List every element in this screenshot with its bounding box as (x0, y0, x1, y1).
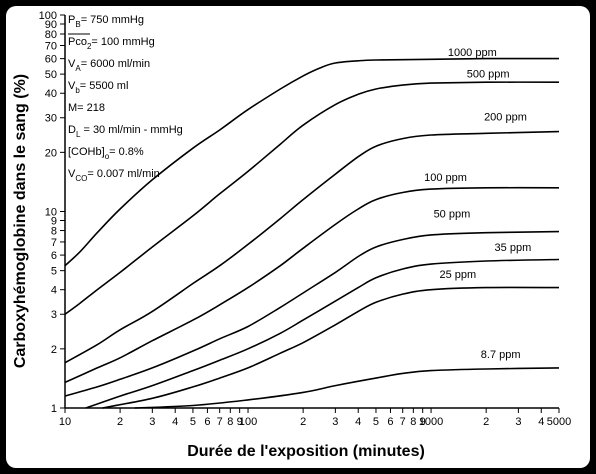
y-tick-label: 2 (51, 344, 57, 356)
series-line-8-7-ppm (134, 367, 560, 409)
x-tick-label: 9 (237, 416, 243, 428)
x-tick-label: 8 (227, 416, 233, 428)
y-tick-label: 100 (39, 10, 57, 22)
y-tick-label: 9 (51, 215, 57, 227)
y-tick-label: 6 (51, 250, 57, 262)
series-label: 200 ppm (484, 112, 527, 124)
y-tick-label: 70 (45, 40, 57, 52)
x-tick-label: 3 (332, 416, 338, 428)
x-tick-label: 4 (538, 416, 544, 428)
y-tick-label: 90 (45, 19, 57, 31)
x-tick-label: 1000 (419, 416, 443, 428)
x-tick-label: 8 (410, 416, 416, 428)
y-tick-label: 20 (45, 147, 57, 159)
series-label: 35 ppm (495, 242, 532, 254)
y-tick-label: 7 (51, 237, 57, 249)
series-line-50-ppm (64, 230, 560, 397)
y-tick-label: 3 (51, 309, 57, 321)
x-tick-label: 2 (117, 416, 123, 428)
x-tick-label: 4 (172, 416, 178, 428)
y-tick-label: 80 (45, 29, 57, 41)
parameter-line: PB= 750 mmHg (68, 14, 144, 29)
series-line-200-ppm (64, 130, 560, 364)
chart-frame: PB= 750 mmHg Pco2= 100 mmHg VA= 6000 ml/mi… (6, 6, 590, 468)
parameter-line: Pco2= 100 mmHg (68, 36, 155, 51)
x-tick-label: 6 (204, 416, 210, 428)
parameter-line: [COHb]o= 0.8% (68, 146, 144, 161)
series-label: 1000 ppm (448, 47, 497, 59)
series-line-25-ppm (102, 286, 560, 409)
parameter-line: M= 218 (68, 102, 105, 114)
parameter-line: DL = 30 ml/min - mmHg (68, 124, 183, 139)
series-label: 8.7 ppm (481, 349, 521, 361)
series-line-100-ppm (64, 186, 560, 384)
x-tick-label: 10 (59, 416, 71, 428)
y-tick-label: 1 (51, 403, 57, 415)
series-group (64, 57, 560, 409)
series-label: 50 ppm (434, 209, 471, 221)
x-tick-label: 4 (355, 416, 361, 428)
series-line-1000-ppm (64, 57, 560, 267)
series-labels-group: 1000 ppm 500 ppm 200 ppm 100 ppm 50 ppm 35 pp… (424, 47, 531, 361)
x-tick-label: 9 (420, 416, 426, 428)
chart-svg: PB= 750 mmHg Pco2= 100 mmHg VA= 6000 ml/mi… (12, 10, 572, 460)
x-tick-label: 3 (515, 416, 521, 428)
series-label: 25 ppm (439, 269, 476, 281)
x-axis-title: Durée de l'exposition (minutes) (187, 443, 425, 460)
x-tick-label: 7 (400, 416, 406, 428)
x-tick-label: 6 (387, 416, 393, 428)
x-tick-label: 5 (373, 416, 379, 428)
series-label: 100 ppm (424, 172, 467, 184)
y-tick-label: 50 (45, 69, 57, 81)
y-tick-label: 5 (51, 266, 57, 278)
series-line-500-ppm (64, 81, 560, 315)
y-tick-label: 8 (51, 226, 57, 238)
y-tick-label: 10 (45, 207, 57, 219)
x-tick-label: 100 (239, 416, 257, 428)
parameters-block: PB= 750 mmHg Pco2= 100 mmHg VA= 6000 ml/mi… (68, 14, 183, 183)
y-tick-label: 60 (45, 54, 57, 66)
x-tick-label: 7 (217, 416, 223, 428)
parameter-line: VCO= 0.007 ml/min (68, 168, 160, 183)
parameter-line: VA= 6000 ml/min (68, 58, 150, 73)
y-tick-label: 40 (45, 88, 57, 100)
parameter-line: Vb= 5500 ml (68, 80, 128, 95)
y-tick-label: 4 (51, 285, 57, 297)
series-label: 500 ppm (467, 69, 510, 81)
y-tick-label: 30 (45, 113, 57, 125)
series-line-35-ppm (85, 258, 560, 409)
x-tick-label: 5000 (547, 416, 571, 428)
x-tick-label: 5 (190, 416, 196, 428)
x-tick-label: 3 (149, 416, 155, 428)
x-tick-label: 2 (300, 416, 306, 428)
x-tick-label: 2 (483, 416, 489, 428)
y-axis-title: Carboxyhémoglobine dans le sang (%) (12, 74, 29, 368)
